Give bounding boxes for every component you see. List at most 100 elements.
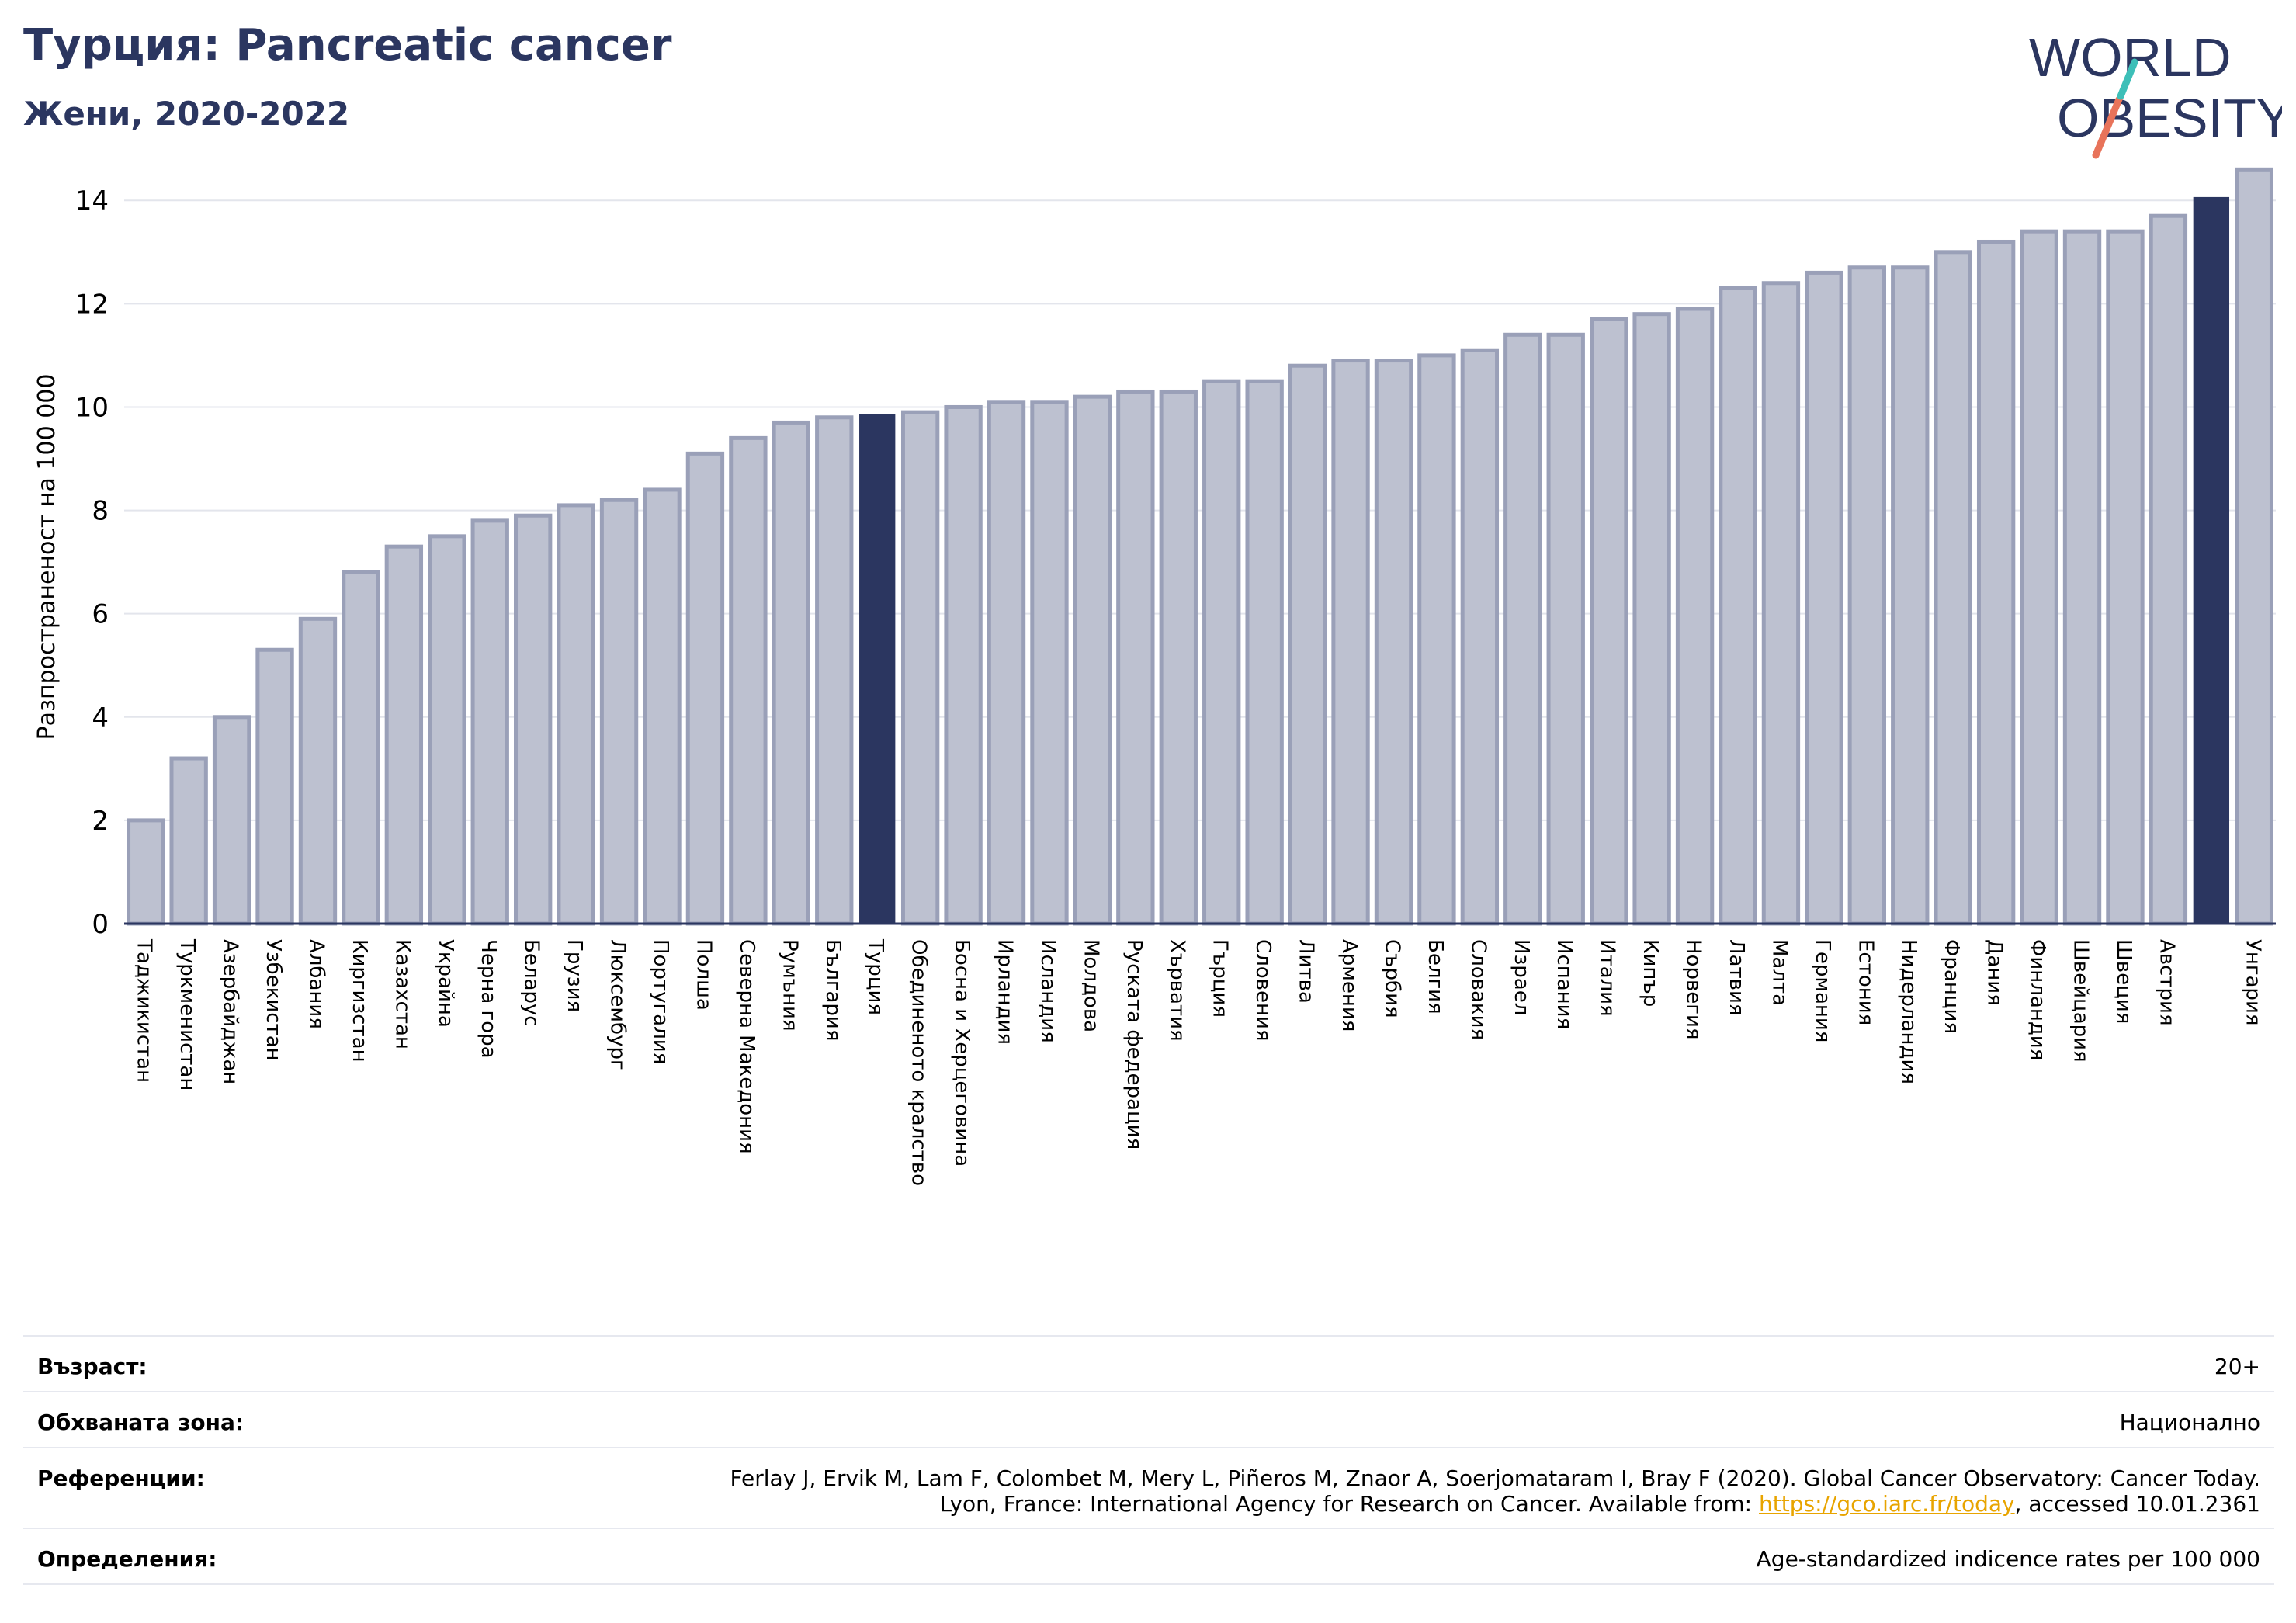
bar [2062,229,2102,926]
bar [428,534,466,926]
bar [1417,353,1456,926]
bar [1546,332,1585,926]
x-tick-label: Туркменистан [175,938,199,1091]
x-tick-label: Беларус [520,939,543,1027]
gco-link[interactable]: https://gco.iarc.fr/today [1759,1491,2015,1517]
bar [900,410,940,926]
bar [729,435,768,926]
metadata-table: Възраст: 20+ Обхваната зона: Национално … [23,1335,2274,1585]
meta-row-definitions: Определения: Age-standardized indicence … [23,1528,2274,1585]
y-tick-label: 8 [92,496,109,527]
y-tick-label: 6 [92,599,109,630]
bar [944,404,983,926]
x-tick-label: Португалия [649,939,672,1064]
x-tick-label: Северна Македония [735,939,758,1154]
definitions-value: Age-standardized indicence rates per 100… [1756,1546,2260,1572]
bar [1159,389,1198,926]
bar [685,451,725,926]
x-tick-label: Словакия [1466,939,1490,1040]
references-line1: Ferlay J, Ervik M, Lam F, Colombet M, Me… [730,1465,2260,1491]
bar [1245,379,1284,926]
x-tick-label: Исландия [1036,939,1060,1043]
bar [1847,265,1886,926]
x-tick-label: Франция [1940,939,1963,1034]
x-tick-label: Грузия [563,939,586,1012]
x-tick-label: Киргизстан [348,939,371,1063]
x-tick-label: Босна и Херцеговина [950,939,973,1167]
x-tick-label: Обединеното кралство [907,939,931,1186]
bar [987,400,1026,926]
x-tick-label: Украйна [434,939,457,1028]
x-tick-label: Таджикистан [133,938,156,1083]
x-tick-label: Словения [1251,939,1275,1042]
x-tick-label: Армения [1337,939,1361,1032]
x-tick-label: Люксембург [606,939,629,1070]
bar [815,415,854,926]
meta-row-area: Обхваната зона: Национално [23,1391,2274,1447]
chart-subtitle: Жени, 2020-2022 [23,95,350,133]
x-tick-label: Испания [1552,939,1576,1029]
bar [2149,213,2188,926]
references-line2-suffix: , accessed 10.01.2361 [2014,1491,2260,1517]
x-tick-label: Литва [1295,939,1318,1004]
bar [1374,359,1413,926]
bar [384,544,424,926]
age-label: Възраст: [37,1354,147,1379]
x-tick-label: Белгия [1424,939,1447,1014]
x-tick-label: Полша [692,939,715,1011]
x-tick-label: Ирландия [994,939,1017,1045]
x-tick-label: Казахстан [390,939,414,1049]
bar [1590,317,1628,926]
x-tick-label: Норвегия [1682,939,1705,1039]
x-tick-label: Латвия [1725,939,1748,1016]
bar [1073,394,1112,926]
bar [643,487,682,926]
bar [127,818,165,926]
bar [2193,196,2230,925]
x-tick-label: Черна гора [477,939,500,1059]
references-line2-prefix: Lyon, France: International Agency for R… [939,1491,1759,1517]
chart-title: Турция: Pancreatic cancer [23,20,672,71]
y-tick-label: 2 [92,806,109,837]
bar [1030,400,1069,926]
x-tick-label: Естония [1854,939,1877,1025]
bar [859,414,896,924]
x-tick-label: Италия [1596,939,1619,1017]
bar [1288,363,1327,926]
bar [1805,270,1843,926]
x-tick-label: Малта [1767,939,1791,1006]
bar [2020,229,2058,926]
definitions-label: Определения: [37,1546,217,1572]
y-axis-label: Разпространеност на 100 000 [33,374,61,740]
x-tick-label: Израел [1510,939,1533,1015]
x-tick-label: Унгария [2241,939,2264,1025]
logo-line2: OBESITY [2057,88,2282,148]
x-tick-label: Гърция [1209,939,1232,1018]
bar [1761,281,1801,926]
x-tick-label: Швеция [2112,939,2135,1024]
x-tick-label: Азербайджан [219,939,242,1084]
bar [772,420,810,926]
x-tick-label: Хърватия [1165,939,1188,1042]
y-tick-label: 14 [75,186,109,217]
x-tick-label: Кипър [1639,939,1662,1007]
bar [2235,167,2273,926]
meta-row-age: Възраст: 20+ [23,1335,2274,1391]
x-tick-label: Молдова [1079,939,1102,1032]
bar [169,756,208,926]
y-tick-label: 4 [92,702,109,733]
x-tick-label: Узбекистан [262,939,285,1061]
bar [1331,359,1370,926]
x-tick-label: Турция [864,938,887,1015]
references-value: Ferlay J, Ervik M, Lam F, Colombet M, Me… [730,1465,2260,1517]
meta-row-references: Референции: Ferlay J, Ervik M, Lam F, Co… [23,1447,2274,1528]
x-tick-label: Руската федерация [1122,939,1146,1150]
y-tick-label: 10 [75,392,109,423]
bar-chart: 0 2 4 6 8 10 12 14 Разпространеност на 100 000 Та… [33,167,2276,1186]
bar [470,518,509,926]
bar [599,498,639,926]
area-value: Национално [2119,1410,2260,1435]
age-value: 20+ [2214,1354,2260,1379]
x-tick-label: Нидерландия [1897,939,1920,1084]
bar [1891,265,1930,926]
